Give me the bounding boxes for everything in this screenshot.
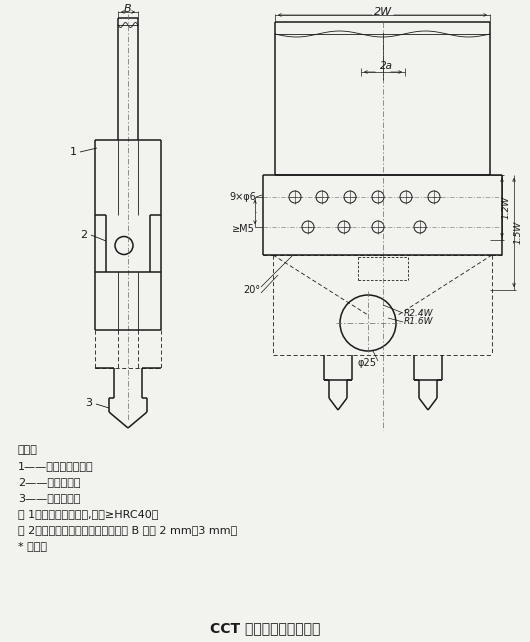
- Text: 20°: 20°: [243, 285, 260, 295]
- Text: 2: 2: [81, 230, 87, 240]
- Text: 注 1：采用硬质钢制作,硬度≥HRC40。: 注 1：采用硬质钢制作,硬度≥HRC40。: [18, 509, 158, 519]
- Text: R2.4W: R2.4W: [404, 309, 434, 318]
- Text: ≥M5: ≥M5: [232, 224, 255, 234]
- Text: 9×φ6: 9×φ6: [229, 192, 256, 202]
- Text: 3——锁紧螺母。: 3——锁紧螺母。: [18, 493, 81, 503]
- Text: φ25: φ25: [358, 358, 377, 368]
- Text: * 钻孔。: * 钻孔。: [18, 541, 47, 551]
- Text: 说明：: 说明：: [18, 445, 38, 455]
- Text: 1.2W: 1.2W: [501, 196, 510, 219]
- Text: 1——侧板的锯齿面；: 1——侧板的锯齿面；: [18, 461, 94, 471]
- Text: R1.6W: R1.6W: [404, 318, 434, 327]
- Text: 2a: 2a: [379, 61, 393, 71]
- Text: 2W: 2W: [374, 7, 392, 17]
- Text: 1: 1: [69, 147, 76, 157]
- Text: 3: 3: [85, 398, 93, 408]
- Text: 注 2：带锯齿的侧板厚度与试样厚度 B 相差 2 mm～3 mm。: 注 2：带锯齿的侧板厚度与试样厚度 B 相差 2 mm～3 mm。: [18, 525, 237, 535]
- Text: B: B: [124, 4, 132, 14]
- Text: 1.5W: 1.5W: [514, 221, 523, 244]
- Text: 2——沉头螺栓；: 2——沉头螺栓；: [18, 477, 81, 487]
- Text: CCT 试样无后坐夹具示例: CCT 试样无后坐夹具示例: [210, 621, 320, 635]
